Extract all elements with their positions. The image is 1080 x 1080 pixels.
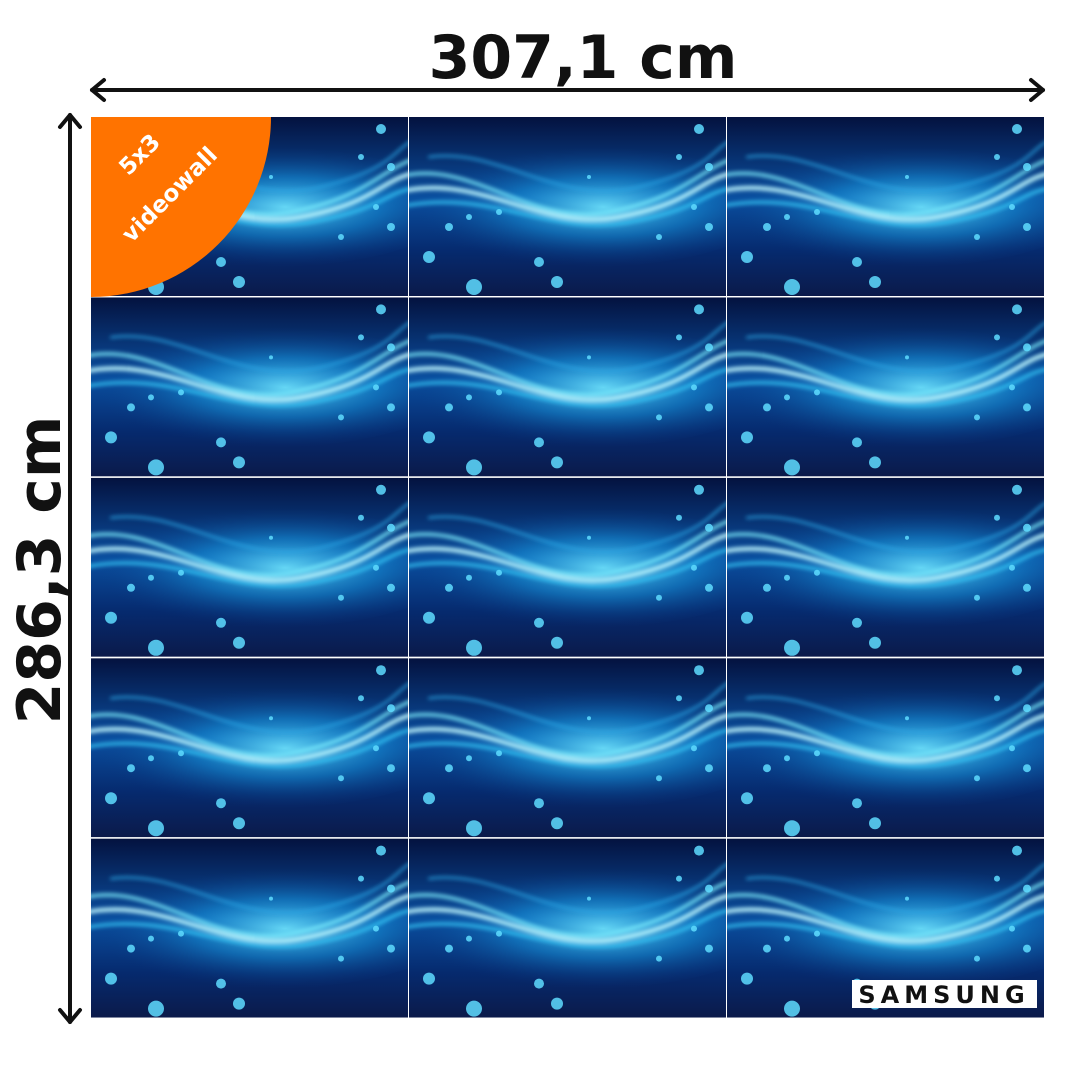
- panel-grid: [76, 117, 1080, 1018]
- brand-logo: SAMSUNG: [858, 981, 1029, 1009]
- display-panel: [76, 478, 456, 657]
- width-label: 307,1 cm: [429, 23, 738, 93]
- display-panel: [394, 658, 774, 837]
- display-panel: [76, 297, 456, 476]
- badge-shape: [91, 117, 271, 297]
- display-panel: [76, 839, 456, 1018]
- display-panel: [712, 658, 1080, 837]
- display-panel: [394, 478, 774, 657]
- display-panel: [712, 478, 1080, 657]
- height-label: 286,3 cm: [5, 416, 75, 725]
- display-panel: [712, 297, 1080, 476]
- brand-box: [852, 980, 1037, 1008]
- display-panel: [394, 839, 774, 1018]
- display-panel: [394, 297, 774, 476]
- display-panel: [76, 658, 456, 837]
- display-panel: [712, 117, 1080, 296]
- dimension-arrows: [58, 78, 1045, 1024]
- display-panel: [394, 117, 774, 296]
